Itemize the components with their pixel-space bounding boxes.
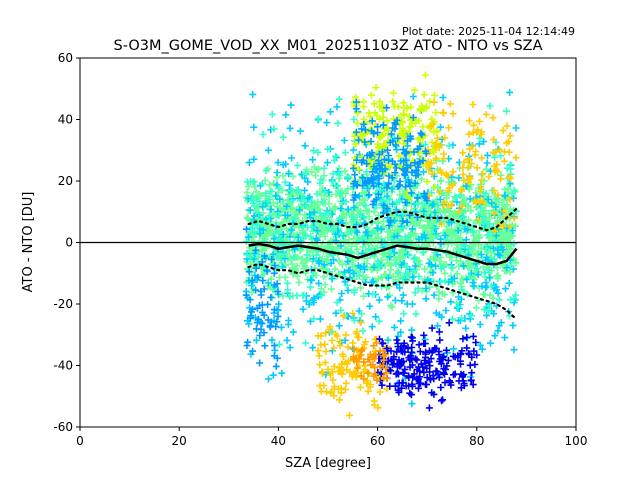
plot-date: Plot date: 2025-11-04 12:14:49: [402, 25, 575, 38]
scatter-series: [242, 225, 282, 370]
y-tick-label: -40: [53, 359, 73, 373]
x-tick-label: 60: [370, 434, 385, 448]
x-axis-label: SZA [degree]: [285, 456, 371, 471]
x-tick-label: 20: [172, 434, 187, 448]
x-tick-label: 80: [469, 434, 484, 448]
chart-title: S-O3M_GOME_VOD_XX_M01_20251103Z ATO - NT…: [113, 38, 542, 54]
scatter-series: [374, 319, 481, 412]
x-tick-label: 100: [565, 434, 588, 448]
data-points: [242, 71, 520, 419]
y-tick-label: 40: [58, 113, 73, 127]
statistics-lines: [247, 207, 518, 321]
x-axis-ticks: 0 20 40 60 80 100: [76, 427, 587, 448]
y-tick-label: 20: [58, 174, 73, 188]
lower-dotted-line: [247, 262, 518, 321]
y-axis-ticks: -60 -40 -20 0 20 40 60: [53, 51, 80, 434]
median-line: [248, 242, 518, 266]
scatter-series: [349, 98, 431, 229]
x-tick-label: 40: [271, 434, 286, 448]
y-tick-label: -20: [53, 297, 73, 311]
y-tick-label: 60: [58, 51, 73, 65]
upper-dotted-line: [247, 207, 518, 232]
scatter-series: [424, 98, 520, 235]
y-tick-label: -60: [53, 420, 73, 434]
y-tick-label: 0: [65, 236, 73, 250]
scatter-series: [350, 339, 391, 384]
x-tick-label: 0: [76, 434, 84, 448]
y-axis-label: ATO - NTO [DU]: [21, 192, 36, 293]
